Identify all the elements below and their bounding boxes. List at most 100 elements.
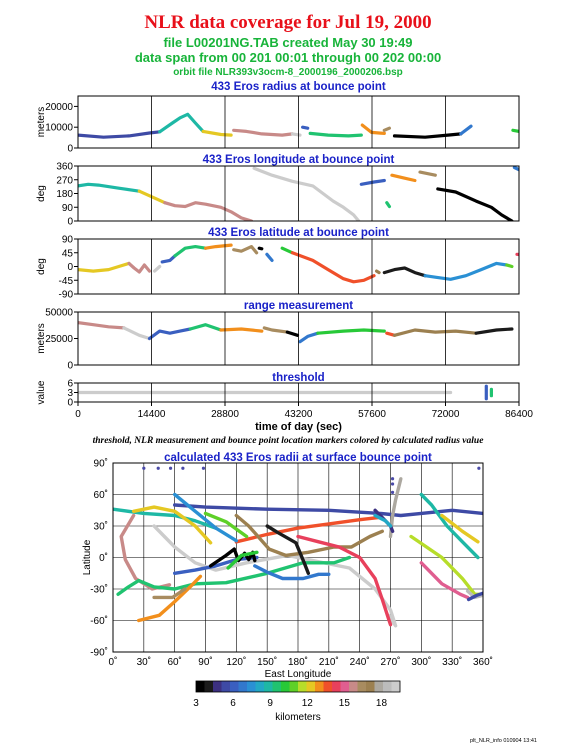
- map-track: [419, 561, 470, 600]
- colorbar-swatch: [204, 681, 214, 692]
- map-xtick-label: 360˚: [473, 656, 493, 668]
- panel-2-track: [375, 269, 381, 275]
- map-xtick-label: 90˚: [198, 656, 212, 668]
- colorbar-swatch: [238, 681, 248, 692]
- ytick-label: 3: [67, 388, 73, 399]
- colorbar-swatch: [306, 681, 316, 692]
- colorbar-tick-label: 15: [339, 698, 351, 709]
- colorbar-tick-label: 3: [193, 698, 199, 709]
- map-xtick-label: 60˚: [167, 656, 181, 668]
- panel-3-track: [188, 323, 223, 332]
- panel-3-track: [219, 327, 264, 333]
- colorbar-swatch: [230, 681, 239, 692]
- colorbar-swatch: [340, 681, 350, 692]
- ytick-label: 180: [56, 189, 73, 200]
- map-xtick-label: 120˚: [226, 656, 246, 668]
- colorbar-swatch: [213, 681, 222, 692]
- colorbar-swatch: [298, 681, 307, 692]
- ytick-label: 90: [62, 203, 74, 214]
- panel-3-track: [147, 327, 192, 341]
- colorbar-swatch: [357, 681, 367, 692]
- figure-caption: threshold, NLR measurement and bounce po…: [92, 436, 484, 446]
- panel-2-track: [160, 254, 177, 264]
- colorbar-swatch: [374, 681, 384, 692]
- map-track: [136, 574, 203, 623]
- file-info-line: file L00201NG.TAB created May 30 19:49: [163, 35, 413, 50]
- panel-0-track: [301, 125, 310, 130]
- panel-frame-0: [77, 95, 520, 149]
- map-track: [131, 505, 213, 545]
- panel-2-track: [204, 243, 233, 250]
- data-span-line: data span from 00 201 00:01 through 00 2…: [134, 50, 442, 65]
- map-track: [253, 564, 331, 581]
- map-track: [466, 591, 483, 602]
- map-xtick-label: 0˚: [109, 656, 118, 668]
- ytick-label: 45: [62, 248, 74, 259]
- panel-2-track: [505, 263, 514, 269]
- panel-0-track: [308, 131, 363, 138]
- map-track: [172, 492, 239, 543]
- map-ytick-label: -90˚: [90, 647, 108, 659]
- panel-2-track: [280, 246, 294, 255]
- panel-0-track: [360, 123, 386, 135]
- xtick-label: 57600: [358, 409, 386, 420]
- xtick-label: 0: [75, 409, 81, 420]
- colorbar-swatch: [315, 681, 324, 692]
- panel-0-track: [459, 124, 473, 136]
- ytick-label: 0: [67, 361, 73, 372]
- panel-1-track: [436, 187, 514, 221]
- panel-ylabel-4: value: [36, 380, 47, 404]
- panel-1-track: [252, 166, 361, 221]
- colorbar-frame: [195, 680, 401, 693]
- map-ytick-label: -30˚: [90, 584, 108, 596]
- panel-2-track: [232, 245, 259, 255]
- map-track: [373, 513, 393, 528]
- map-xtick-label: 270˚: [380, 656, 400, 668]
- ytick-label: 270: [56, 175, 73, 186]
- ytick-label: 90: [62, 235, 74, 246]
- xtick-label: 43200: [285, 409, 313, 420]
- panel-0-track: [382, 126, 391, 132]
- map-ytick-label: 30˚: [94, 521, 108, 533]
- panel-2-track: [78, 261, 131, 273]
- map-ytick-label: 90˚: [94, 458, 108, 470]
- panel-1-track: [78, 182, 141, 193]
- map-ytick-label: -60˚: [90, 615, 108, 627]
- map-track: [203, 511, 249, 539]
- panel-title-2: 433 Eros latitude at bounce point: [208, 227, 389, 239]
- panel-3-track: [392, 328, 478, 337]
- map-dot: [142, 466, 146, 470]
- colorbar-swatch: [272, 681, 282, 692]
- panel-0-track: [511, 128, 519, 133]
- xtick-label: 14400: [138, 409, 166, 420]
- map-dot: [390, 482, 395, 486]
- colorbar-label: kilometers: [275, 712, 321, 723]
- panel-0-track: [392, 132, 463, 139]
- map-dot: [477, 466, 481, 470]
- map-title: calculated 433 Eros radii at surface bou…: [164, 452, 432, 464]
- colorbar-swatch: [281, 681, 290, 692]
- panel-ylabel-0: meters: [36, 107, 47, 138]
- panel-3-track: [298, 331, 320, 344]
- map-track: [234, 515, 380, 544]
- colorbar-swatch: [323, 681, 333, 692]
- panel-title-3: range measurement: [244, 300, 353, 312]
- map-dot: [156, 466, 160, 470]
- panel-ylabel-3: meters: [36, 323, 47, 354]
- colorbar-tick-label: 6: [230, 698, 236, 709]
- panel-1-track: [359, 178, 386, 186]
- colorbar-swatch: [366, 681, 375, 692]
- map-track: [226, 550, 259, 570]
- xtick-label: 86400: [505, 409, 533, 420]
- colorbar-swatch: [349, 681, 358, 692]
- map-xtick-label: 180˚: [288, 656, 308, 668]
- panel-2-track: [153, 264, 162, 273]
- colorbar-swatch: [221, 681, 231, 692]
- panel-3-track: [78, 321, 126, 330]
- map-track: [172, 555, 259, 575]
- panel-1-track: [390, 173, 417, 183]
- map-track: [419, 492, 480, 560]
- map-dot: [201, 466, 206, 470]
- panel-0-track: [527, 135, 576, 138]
